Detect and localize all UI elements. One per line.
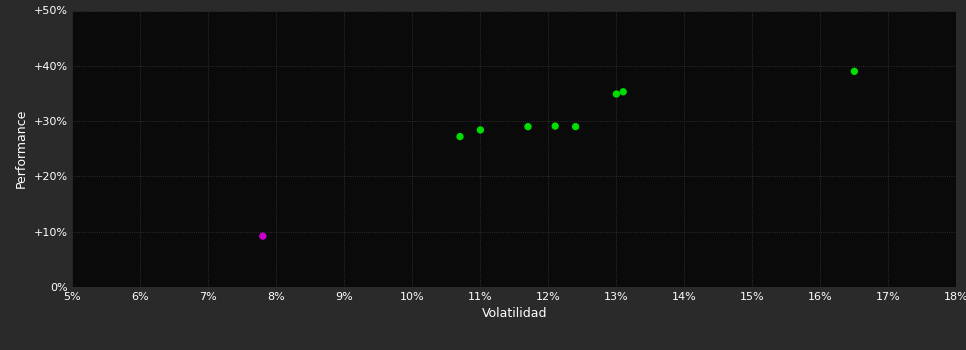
Point	[609, 91, 624, 97]
Point	[452, 134, 468, 139]
X-axis label: Volatilidad: Volatilidad	[482, 307, 547, 320]
Point	[548, 123, 563, 129]
Point	[521, 124, 536, 130]
Point	[846, 69, 862, 74]
Point	[255, 233, 270, 239]
Point	[568, 124, 583, 130]
Y-axis label: Performance: Performance	[14, 109, 28, 188]
Point	[615, 89, 631, 95]
Point	[472, 127, 488, 133]
